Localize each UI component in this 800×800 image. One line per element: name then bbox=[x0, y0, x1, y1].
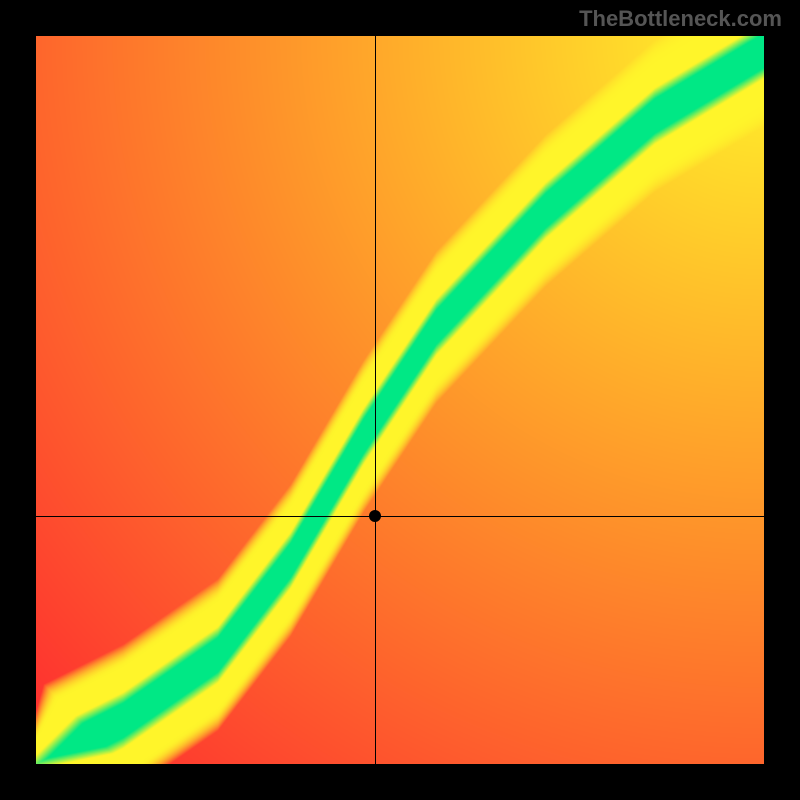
crosshair-horizontal bbox=[36, 516, 764, 517]
chart-container: TheBottleneck.com bbox=[0, 0, 800, 800]
plot-area bbox=[36, 36, 764, 764]
crosshair-dot bbox=[369, 510, 381, 522]
heatmap-canvas bbox=[36, 36, 764, 764]
watermark-text: TheBottleneck.com bbox=[579, 6, 782, 32]
crosshair-vertical bbox=[375, 36, 376, 764]
